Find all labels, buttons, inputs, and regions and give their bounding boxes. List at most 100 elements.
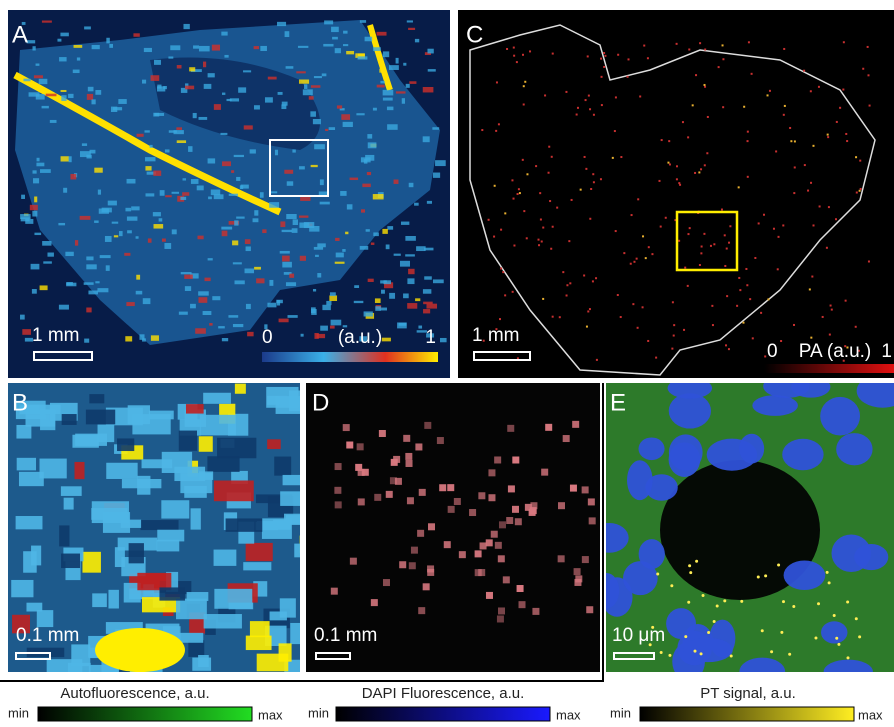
scale-bar-label: 10 μm	[612, 625, 665, 646]
texture	[627, 76, 629, 78]
texture	[687, 601, 690, 604]
texture	[43, 261, 52, 263]
texture	[538, 239, 540, 241]
texture	[179, 431, 197, 451]
texture	[590, 188, 592, 190]
texture	[114, 235, 118, 237]
texture	[665, 217, 667, 219]
texture	[322, 73, 327, 76]
texture	[495, 130, 497, 132]
texture	[245, 268, 254, 273]
texture	[811, 276, 813, 278]
texture	[59, 525, 69, 546]
texture	[502, 271, 504, 273]
texture	[577, 107, 579, 109]
texture	[383, 280, 390, 284]
texture	[88, 291, 98, 295]
texture	[587, 55, 589, 57]
texture	[481, 129, 483, 131]
texture	[222, 231, 228, 237]
texture	[73, 70, 80, 74]
texture	[232, 240, 238, 245]
texture	[269, 202, 279, 208]
texture	[191, 508, 201, 529]
texture	[42, 21, 52, 23]
texture	[222, 161, 231, 166]
texture	[761, 629, 764, 632]
texture	[523, 85, 525, 87]
texture	[488, 219, 490, 221]
texture	[254, 210, 258, 215]
scale-bar-label: 0.1 mm	[16, 625, 79, 646]
texture	[185, 86, 194, 90]
texture	[500, 229, 502, 231]
texture	[346, 51, 354, 54]
texture	[111, 107, 117, 112]
texture	[842, 89, 844, 91]
texture	[208, 197, 212, 200]
texture	[818, 86, 820, 88]
texture	[508, 485, 515, 492]
texture	[86, 410, 115, 425]
texture	[682, 121, 684, 123]
texture	[569, 282, 571, 284]
panel-label: E	[610, 389, 626, 416]
texture	[322, 305, 330, 310]
texture	[313, 289, 316, 292]
texture	[19, 472, 44, 486]
texture	[162, 239, 166, 242]
texture	[835, 218, 837, 220]
texture	[69, 156, 72, 162]
texture	[285, 31, 290, 37]
texture	[161, 500, 189, 518]
texture	[155, 113, 165, 116]
texture	[780, 631, 783, 634]
texture	[26, 603, 42, 612]
texture	[867, 74, 869, 76]
texture	[324, 20, 333, 24]
texture	[538, 244, 540, 246]
texture	[754, 257, 756, 259]
texture	[22, 329, 31, 335]
texture	[819, 205, 821, 207]
texture	[34, 196, 37, 202]
texture	[280, 251, 290, 254]
texture	[95, 90, 101, 95]
texture	[831, 309, 833, 311]
texture	[600, 178, 602, 180]
texture	[94, 220, 99, 222]
texture	[33, 178, 39, 183]
texture	[415, 39, 419, 42]
texture	[739, 289, 741, 291]
texture	[396, 58, 399, 64]
texture	[189, 67, 195, 71]
texture	[830, 305, 832, 307]
texture	[728, 348, 730, 350]
texture	[721, 209, 723, 211]
texture	[672, 301, 674, 303]
texture	[615, 96, 617, 98]
texture	[448, 506, 455, 513]
texture	[551, 156, 553, 158]
texture	[153, 212, 161, 216]
colorbar-title: (a.u.)	[338, 327, 382, 348]
texture	[375, 306, 381, 311]
texture	[589, 218, 591, 220]
texture	[208, 158, 216, 163]
texture	[699, 264, 701, 266]
texture	[513, 245, 515, 247]
texture	[414, 203, 419, 206]
texture	[722, 106, 724, 108]
texture	[498, 555, 505, 562]
texture	[529, 50, 531, 52]
texture	[768, 298, 770, 300]
texture	[57, 39, 61, 42]
texture	[423, 289, 431, 294]
texture	[97, 288, 108, 292]
texture	[278, 92, 283, 95]
texture	[124, 253, 130, 256]
texture	[550, 248, 552, 250]
texture	[651, 253, 653, 255]
texture	[747, 176, 749, 178]
texture	[826, 571, 829, 574]
